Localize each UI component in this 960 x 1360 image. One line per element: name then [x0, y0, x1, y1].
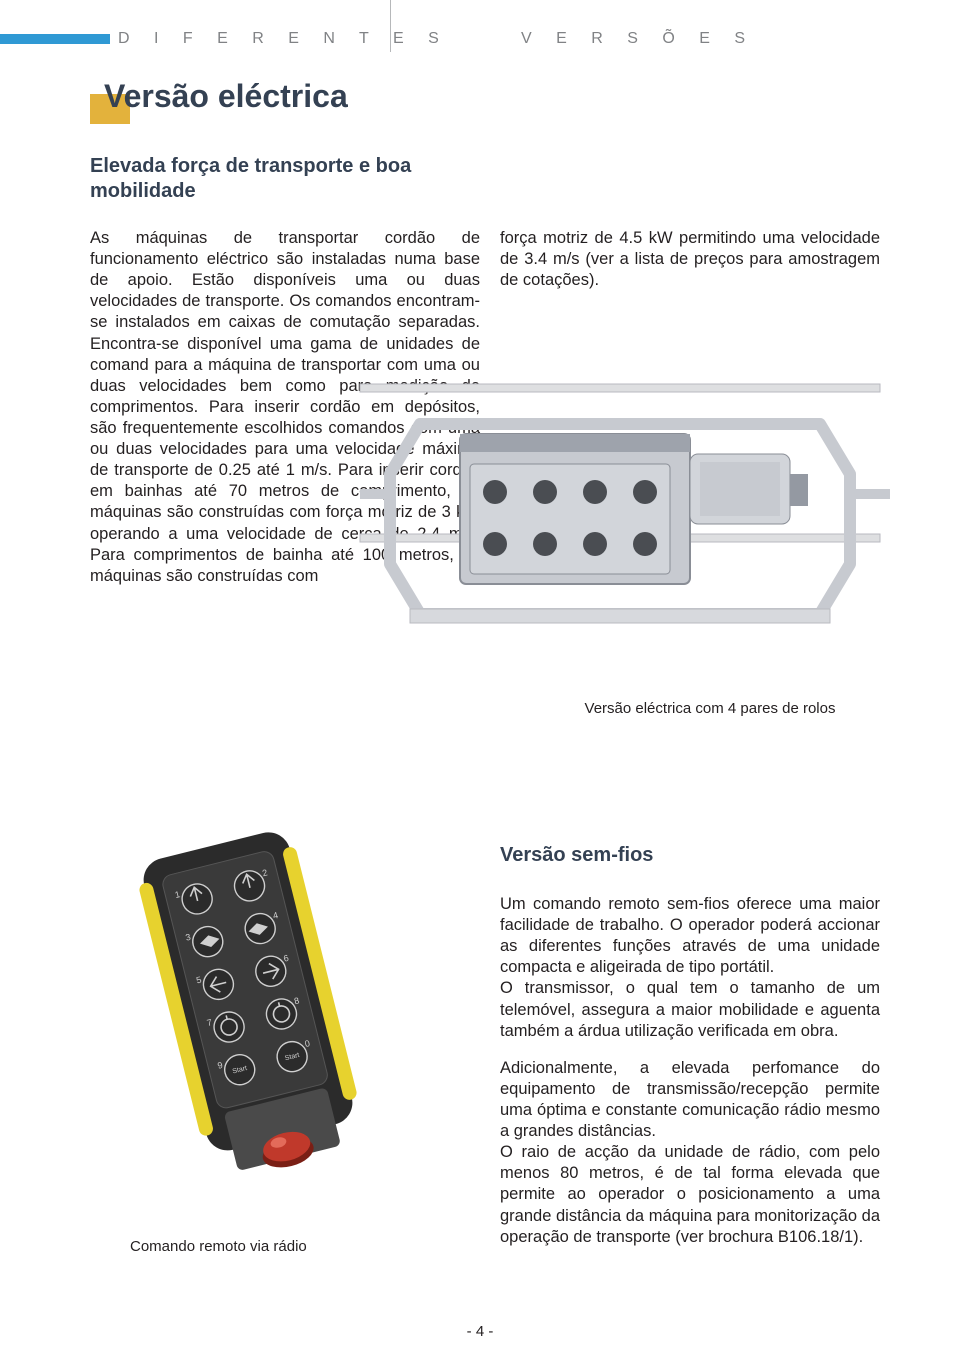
wireless-p2: O transmissor, o qual tem o tamanho de u… [500, 978, 880, 1041]
remote-caption: Comando remoto via rádio [130, 1238, 307, 1255]
wireless-p4: O raio de acção da unidade de rádio, com… [500, 1142, 880, 1248]
page-title-block: Versão eléctrica [90, 78, 348, 115]
header-accent-bar [0, 34, 110, 44]
page-subtitle: Elevada força de transporte e boa mobili… [90, 154, 470, 204]
breadcrumb: D I F E R E N T E S V E R S Õ E S [118, 30, 755, 48]
remote-icon: 12 34 56 78 90 StartStart [118, 832, 378, 1192]
page-title: Versão eléctrica [104, 78, 348, 115]
machine-figure [350, 314, 900, 684]
wireless-p1: Um comando remoto sem-fios oferece uma m… [500, 894, 880, 978]
wireless-body: Um comando remoto sem-fios oferece uma m… [500, 894, 880, 1248]
machine-caption: Versão eléctrica com 4 pares de rolos [540, 700, 880, 717]
wireless-title: Versão sem-fios [500, 844, 653, 867]
page-number: - 4 - [0, 1323, 960, 1340]
remote-figure: 12 34 56 78 90 StartStart [118, 832, 378, 1192]
breadcrumb-right: V E R S Õ E S [521, 30, 755, 47]
breadcrumb-left: D I F E R E N T E S [118, 30, 449, 47]
wireless-p3: Adicionalmente, a elevada perfomance do … [500, 1058, 880, 1142]
machine-icon [350, 314, 900, 684]
body-text-right-top: força motriz de 4.5 kW permitindo uma ve… [500, 228, 880, 291]
